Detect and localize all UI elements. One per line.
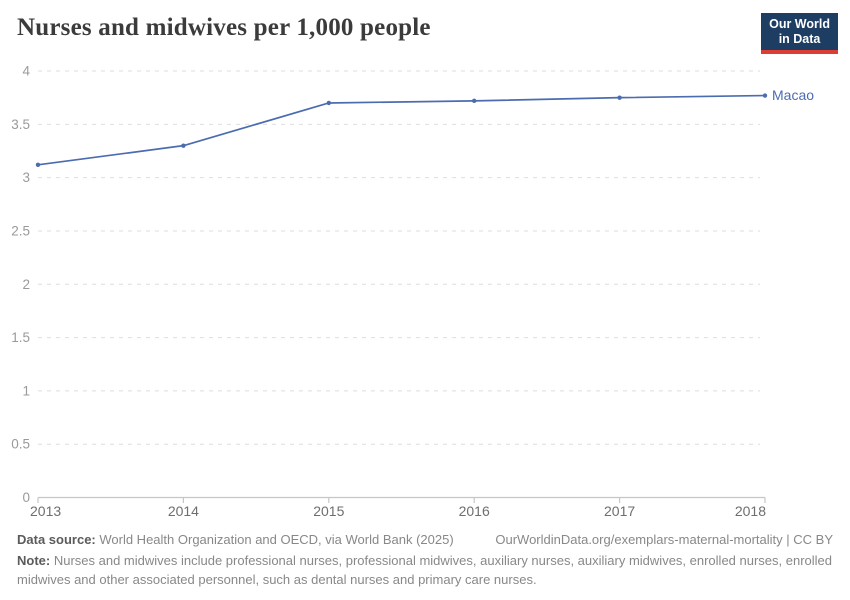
y-tick-label: 1.5 — [11, 330, 30, 345]
x-tick-label: 2014 — [168, 503, 199, 519]
x-tick-label: 2016 — [459, 503, 490, 519]
y-tick-label: 0.5 — [11, 437, 30, 452]
x-tick-label: 2017 — [604, 503, 635, 519]
owid-logo-line1: Our World — [769, 17, 830, 31]
data-point[interactable] — [181, 143, 186, 148]
owid-url: OurWorldinData.org/exemplars-maternal-mo… — [495, 532, 833, 547]
owid-logo[interactable]: Our World in Data — [761, 13, 838, 54]
data-source-text: World Health Organization and OECD, via … — [95, 532, 454, 547]
x-tick-label: 2018 — [735, 503, 766, 519]
note: Note: Nurses and midwives include profes… — [17, 552, 833, 589]
data-source-label: Data source: — [17, 532, 96, 547]
y-tick-label: 0 — [22, 490, 30, 505]
y-tick-label: 4 — [22, 64, 30, 79]
data-source: Data source: World Health Organization a… — [17, 531, 454, 549]
note-label: Note: — [17, 553, 51, 569]
chart-title: Nurses and midwives per 1,000 people — [17, 14, 431, 41]
y-tick-label: 1 — [22, 383, 30, 398]
data-point[interactable] — [326, 100, 331, 106]
y-tick-label: 2 — [22, 277, 30, 292]
y-tick-label: 3.5 — [11, 117, 30, 132]
data-point[interactable] — [762, 93, 768, 98]
series-end-label: Macao — [772, 87, 814, 103]
x-tick-label: 2013 — [30, 503, 61, 519]
x-tick-label: 2015 — [313, 503, 344, 519]
data-point[interactable] — [472, 98, 477, 104]
y-tick-label: 3 — [22, 170, 30, 185]
chart-footer: Data source: World Health Organization a… — [17, 531, 833, 589]
note-text: Nurses and midwives include professional… — [17, 553, 833, 587]
owid-logo-line2: in Data — [778, 31, 821, 46]
y-tick-label: 2.5 — [11, 223, 30, 238]
data-point[interactable] — [617, 95, 622, 100]
data-point[interactable] — [35, 162, 41, 168]
data-line[interactable] — [37, 94, 766, 166]
